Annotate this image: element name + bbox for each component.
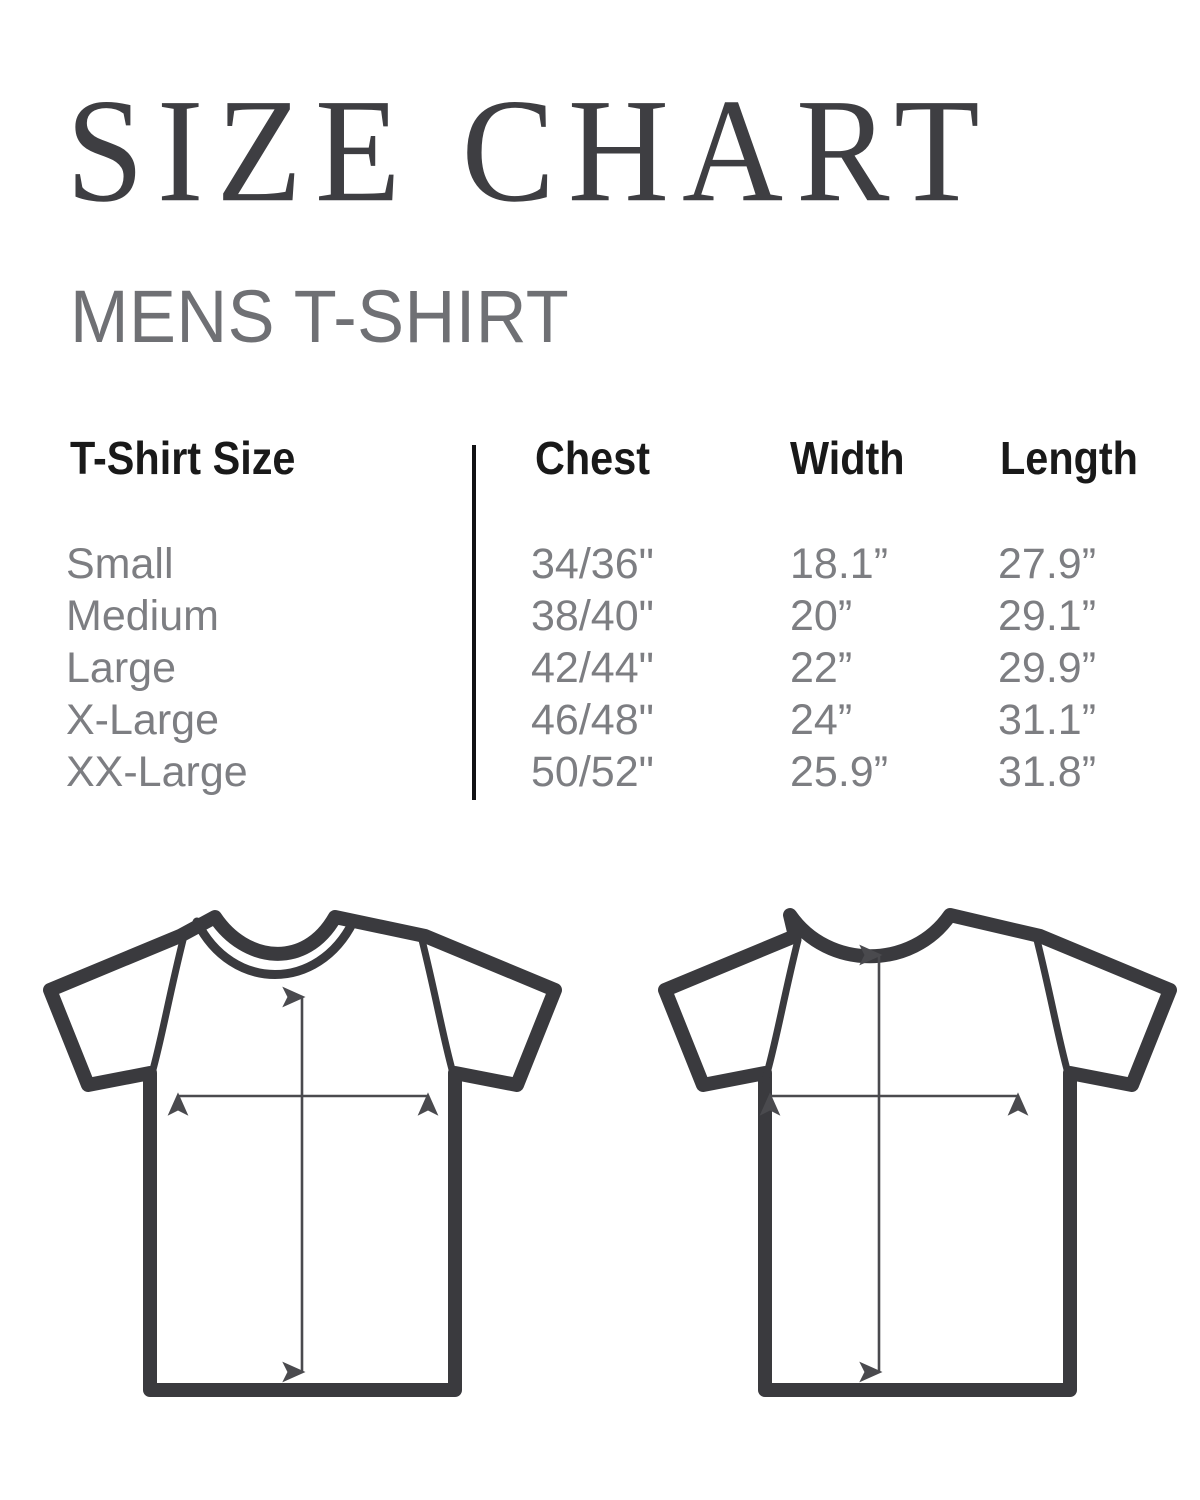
cell-length: 29.9” <box>998 644 1097 692</box>
cell-length: 27.9” <box>998 540 1097 588</box>
table-row: XX-Large 50/52" 25.9” 31.8” <box>0 746 1200 798</box>
page-title: SIZE CHART <box>66 68 993 234</box>
cell-width: 24” <box>790 696 853 744</box>
cell-size: X-Large <box>66 696 219 744</box>
armhole-seam-left <box>761 936 802 1084</box>
cell-chest: 46/48" <box>531 696 654 744</box>
cell-size: Small <box>66 540 174 588</box>
table-row: Medium 38/40" 20” 29.1” <box>0 590 1200 642</box>
armhole-seam-right <box>418 936 459 1084</box>
size-chart-table: T-Shirt Size Chest Width Length Small 34… <box>0 430 1200 820</box>
cell-length: 29.1” <box>998 592 1097 640</box>
column-header-width: Width <box>790 432 905 484</box>
cell-length: 31.1” <box>998 696 1097 744</box>
cell-width: 22” <box>790 644 853 692</box>
cell-width: 25.9” <box>790 748 889 796</box>
t-shirt-front-view <box>43 910 562 1397</box>
cell-length: 31.8” <box>998 748 1097 796</box>
armhole-seam-left <box>146 936 187 1084</box>
table-row: Large 42/44" 22” 29.9” <box>0 642 1200 694</box>
t-shirt-diagrams <box>0 880 1200 1460</box>
table-row: X-Large 46/48" 24” 31.1” <box>0 694 1200 746</box>
cell-chest: 34/36" <box>531 540 654 588</box>
t-shirt-back-view <box>658 908 1177 1397</box>
cell-chest: 50/52" <box>531 748 654 796</box>
cell-chest: 38/40" <box>531 592 654 640</box>
table-row: Small 34/36" 18.1” 27.9” <box>0 538 1200 590</box>
armhole-seam-right <box>1033 936 1074 1084</box>
column-header-size: T-Shirt Size <box>70 432 296 484</box>
cell-width: 18.1” <box>790 540 889 588</box>
column-header-chest: Chest <box>535 432 651 484</box>
column-header-length: Length <box>1000 432 1138 484</box>
cell-chest: 42/44" <box>531 644 654 692</box>
table-column-divider <box>472 445 476 800</box>
cell-size: XX-Large <box>66 748 248 796</box>
cell-size: Large <box>66 644 176 692</box>
table-body: Small 34/36" 18.1” 27.9” Medium 38/40" 2… <box>0 538 1200 798</box>
page-subtitle: MENS T-SHIRT <box>70 275 570 358</box>
cell-size: Medium <box>66 592 219 640</box>
t-shirt-back-outline <box>658 908 1177 1397</box>
t-shirt-collar-ring <box>192 917 358 979</box>
cell-width: 20” <box>790 592 853 640</box>
